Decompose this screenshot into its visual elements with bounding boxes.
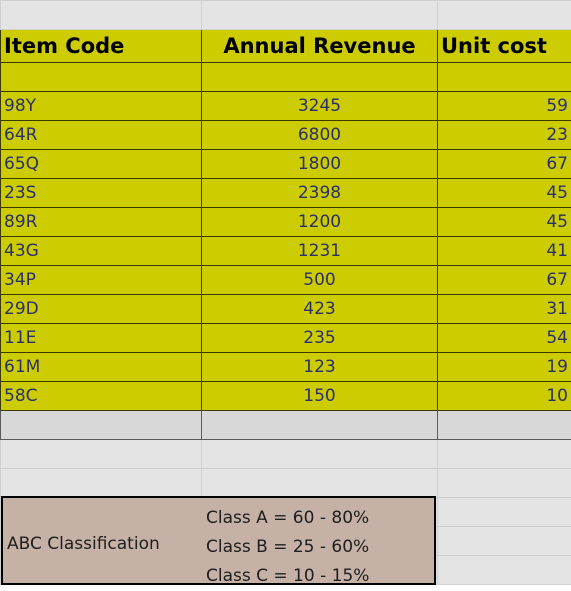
annual-revenue-cell[interactable]: 123 xyxy=(202,353,438,382)
annual-revenue-cell[interactable]: 2398 xyxy=(202,179,438,208)
annual-revenue-cell[interactable]: 1200 xyxy=(202,208,438,237)
unit-cost-cell[interactable]: 67 xyxy=(438,266,571,295)
unit-cost-cell[interactable]: 45 xyxy=(438,208,571,237)
abc-title: ABC Classification xyxy=(7,534,160,554)
unit-cost-cell[interactable]: 67 xyxy=(438,150,571,179)
item-code-cell[interactable]: 61M xyxy=(1,353,202,382)
annual-revenue-cell[interactable]: 1231 xyxy=(202,237,438,266)
annual-revenue-cell[interactable]: 235 xyxy=(202,324,438,353)
unit-cost-cell[interactable]: 41 xyxy=(438,237,571,266)
unit-cost-cell[interactable]: 54 xyxy=(438,324,571,353)
cell[interactable] xyxy=(438,527,571,556)
grey-blank-row xyxy=(1,411,571,440)
cell[interactable] xyxy=(1,411,202,440)
cell[interactable] xyxy=(202,63,438,92)
header-row: Item Code Annual Revenue Unit cost xyxy=(1,30,571,63)
cell[interactable] xyxy=(202,440,438,469)
cell[interactable] xyxy=(438,411,571,440)
class-b-label: Class B = 25 - 60% xyxy=(206,533,369,562)
cell[interactable] xyxy=(1,440,202,469)
class-c-label: Class C = 10 - 15% xyxy=(206,562,369,591)
item-code-cell[interactable]: 29D xyxy=(1,295,202,324)
cell[interactable] xyxy=(202,469,438,498)
unit-cost-cell[interactable]: 23 xyxy=(438,121,571,150)
cell[interactable] xyxy=(1,1,202,30)
annual-revenue-cell[interactable]: 423 xyxy=(202,295,438,324)
item-code-cell[interactable]: 23S xyxy=(1,179,202,208)
cell[interactable] xyxy=(438,63,571,92)
sheet-row-blank xyxy=(1,469,571,498)
unit-cost-cell[interactable]: 31 xyxy=(438,295,571,324)
cell[interactable] xyxy=(202,1,438,30)
class-a-label: Class A = 60 - 80% xyxy=(206,504,369,533)
annual-revenue-cell[interactable]: 3245 xyxy=(202,92,438,121)
annual-revenue-cell[interactable]: 500 xyxy=(202,266,438,295)
cell[interactable] xyxy=(202,411,438,440)
header-annual-revenue[interactable]: Annual Revenue xyxy=(202,30,438,63)
item-code-cell[interactable]: 98Y xyxy=(1,92,202,121)
unit-cost-cell[interactable]: 59 xyxy=(438,92,571,121)
item-code-cell[interactable]: 64R xyxy=(1,121,202,150)
unit-cost-cell[interactable]: 10 xyxy=(438,382,571,411)
cell[interactable] xyxy=(1,63,202,92)
cell[interactable] xyxy=(1,469,202,498)
unit-cost-cell[interactable]: 19 xyxy=(438,353,571,382)
header-item-code[interactable]: Item Code xyxy=(1,30,202,63)
item-code-cell[interactable]: 65Q xyxy=(1,150,202,179)
header-unit-cost[interactable]: Unit cost xyxy=(438,30,571,63)
cell[interactable] xyxy=(438,1,571,30)
item-code-cell[interactable]: 11E xyxy=(1,324,202,353)
cell[interactable] xyxy=(438,440,571,469)
item-code-cell[interactable]: 58C xyxy=(1,382,202,411)
cell[interactable] xyxy=(438,498,571,527)
item-code-cell[interactable]: 34P xyxy=(1,266,202,295)
blank-yellow-row xyxy=(1,63,571,92)
item-code-cell[interactable]: 43G xyxy=(1,237,202,266)
cell[interactable] xyxy=(438,469,571,498)
sheet-row-blank xyxy=(1,440,571,469)
annual-revenue-cell[interactable]: 150 xyxy=(202,382,438,411)
unit-cost-cell[interactable]: 45 xyxy=(438,179,571,208)
annual-revenue-cell[interactable]: 6800 xyxy=(202,121,438,150)
abc-classification-box[interactable]: ABC Classification Class A = 60 - 80% Cl… xyxy=(1,496,436,585)
cell[interactable] xyxy=(438,556,571,585)
sheet-row-blank-top xyxy=(1,1,571,30)
annual-revenue-cell[interactable]: 1800 xyxy=(202,150,438,179)
item-code-cell[interactable]: 89R xyxy=(1,208,202,237)
abc-class-list: Class A = 60 - 80% Class B = 25 - 60% Cl… xyxy=(206,504,369,591)
